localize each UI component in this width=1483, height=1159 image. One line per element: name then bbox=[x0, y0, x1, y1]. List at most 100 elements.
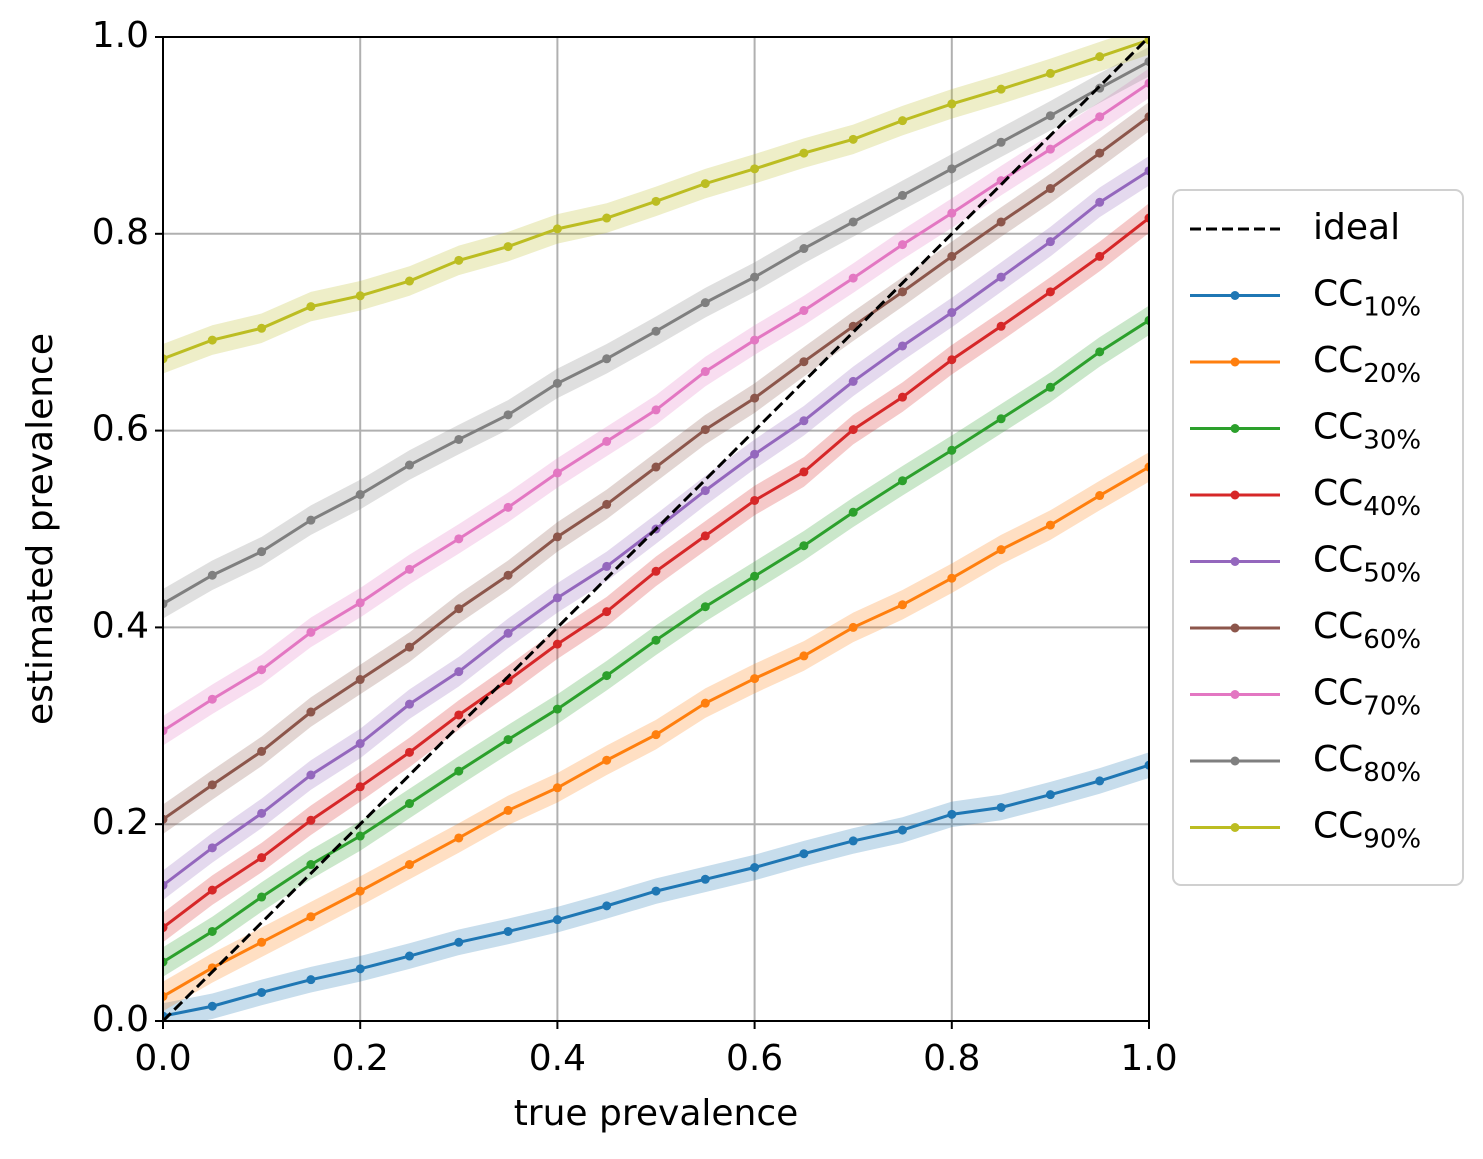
point bbox=[503, 628, 513, 638]
point bbox=[700, 531, 710, 541]
point bbox=[405, 951, 414, 961]
point bbox=[454, 833, 464, 843]
point bbox=[1144, 57, 1149, 67]
point bbox=[207, 1001, 217, 1011]
point bbox=[996, 545, 1006, 555]
point bbox=[207, 335, 217, 345]
point bbox=[602, 436, 612, 446]
legend-name: CC bbox=[1313, 673, 1363, 714]
point bbox=[848, 217, 858, 227]
point bbox=[306, 860, 316, 870]
point bbox=[700, 425, 710, 435]
point bbox=[306, 975, 316, 985]
point bbox=[552, 593, 562, 603]
legend-marker bbox=[1230, 823, 1240, 832]
point bbox=[947, 99, 957, 109]
x-tick-label: 0.4 bbox=[529, 1038, 586, 1079]
point bbox=[799, 467, 809, 477]
point bbox=[503, 805, 513, 815]
point bbox=[651, 405, 661, 415]
point bbox=[700, 367, 710, 377]
point bbox=[898, 600, 907, 610]
point bbox=[799, 541, 809, 551]
point bbox=[257, 853, 267, 863]
point bbox=[848, 507, 858, 517]
legend-name: CC bbox=[1313, 739, 1363, 780]
y-tick-label: 0.6 bbox=[92, 409, 149, 450]
point bbox=[947, 809, 957, 819]
point bbox=[257, 323, 267, 333]
point bbox=[947, 164, 957, 174]
point bbox=[898, 392, 907, 402]
point bbox=[750, 674, 760, 684]
legend-label: CC40% bbox=[1313, 473, 1421, 522]
y-tick-label: 0.4 bbox=[92, 605, 149, 646]
legend-name: CC bbox=[1313, 540, 1363, 581]
legend: idealCC10%CC20%CC30%CC40%CC50%CC60%CC70%… bbox=[1172, 189, 1464, 886]
point bbox=[405, 747, 414, 757]
point bbox=[454, 667, 464, 677]
legend-name: CC bbox=[1313, 407, 1363, 448]
point bbox=[996, 272, 1006, 282]
point bbox=[602, 561, 612, 571]
point bbox=[996, 802, 1006, 812]
point bbox=[651, 326, 661, 336]
point bbox=[355, 598, 365, 608]
point bbox=[355, 675, 365, 685]
point bbox=[1045, 382, 1055, 392]
point bbox=[1144, 166, 1149, 176]
point bbox=[355, 739, 365, 749]
point bbox=[405, 276, 414, 286]
y-tick-label: 0.8 bbox=[92, 212, 149, 253]
point bbox=[207, 780, 217, 790]
point bbox=[503, 242, 513, 252]
point bbox=[207, 926, 217, 936]
point bbox=[355, 886, 365, 896]
legend-name: CC bbox=[1313, 473, 1363, 514]
point bbox=[1095, 776, 1105, 786]
point bbox=[898, 341, 907, 351]
point bbox=[947, 208, 957, 218]
point bbox=[405, 564, 414, 574]
point bbox=[1144, 213, 1149, 223]
legend-marker bbox=[1230, 357, 1240, 367]
point bbox=[1045, 790, 1055, 800]
point bbox=[1095, 491, 1105, 501]
legend-marker bbox=[1230, 490, 1240, 500]
point bbox=[799, 651, 809, 661]
point bbox=[503, 410, 513, 420]
point bbox=[1144, 462, 1149, 472]
point bbox=[602, 213, 612, 223]
point bbox=[1045, 144, 1055, 154]
plot-frame bbox=[162, 36, 1150, 1022]
legend-subscript: 60% bbox=[1363, 625, 1421, 655]
point bbox=[306, 815, 316, 825]
point bbox=[306, 302, 316, 312]
y-tick-label: 0.2 bbox=[92, 802, 149, 843]
point bbox=[355, 291, 365, 301]
point bbox=[1144, 78, 1149, 88]
point bbox=[996, 84, 1006, 94]
point bbox=[552, 532, 562, 542]
point bbox=[306, 627, 316, 637]
point bbox=[1095, 148, 1105, 158]
point bbox=[848, 134, 858, 144]
point bbox=[898, 116, 907, 126]
legend-label: ideal bbox=[1313, 207, 1400, 248]
point bbox=[207, 885, 217, 895]
point bbox=[799, 357, 809, 367]
point bbox=[1095, 347, 1105, 357]
y-axis-label: estimated prevalence bbox=[20, 333, 61, 725]
point bbox=[750, 571, 760, 581]
point bbox=[306, 912, 316, 922]
legend-label: CC80% bbox=[1313, 739, 1421, 788]
point bbox=[306, 515, 316, 525]
legend-marker bbox=[1230, 557, 1240, 566]
ideal-line bbox=[163, 37, 1149, 1021]
legend-name: CC bbox=[1313, 340, 1363, 381]
point bbox=[750, 164, 760, 174]
point bbox=[355, 782, 365, 792]
x-tick-label: 0.0 bbox=[134, 1038, 191, 1079]
point bbox=[257, 892, 267, 902]
legend-label: CC70% bbox=[1313, 673, 1421, 722]
